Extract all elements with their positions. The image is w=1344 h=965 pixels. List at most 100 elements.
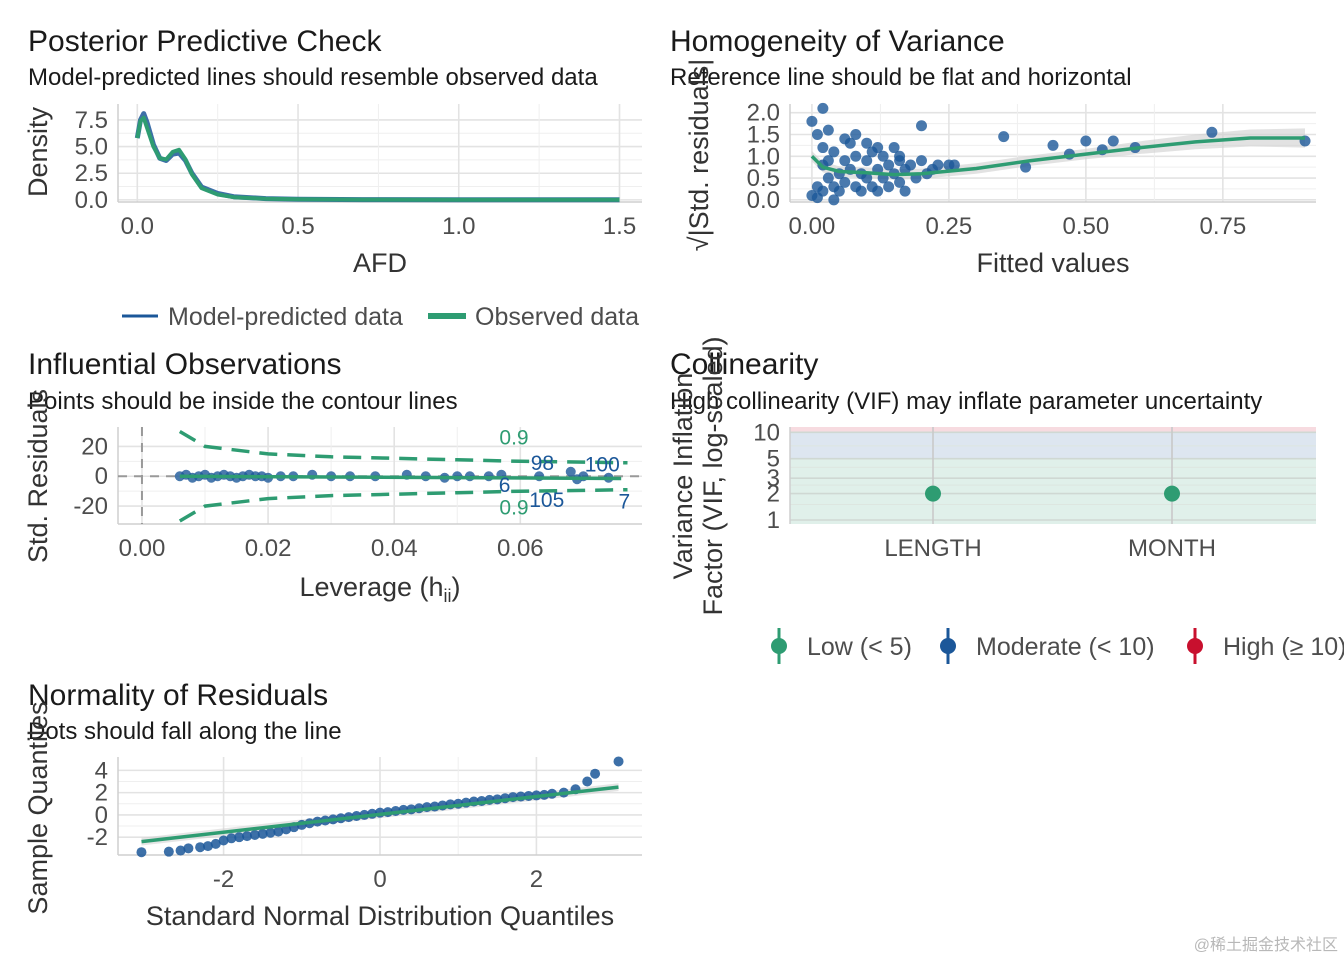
- infl-point-label: 7: [619, 491, 631, 514]
- vif-y-tick-label: 1: [767, 507, 780, 534]
- ppc-title: Posterior Predictive Check: [28, 25, 382, 58]
- hov-point: [894, 176, 906, 188]
- qq-point: [218, 835, 229, 846]
- hov-point: [839, 176, 851, 188]
- qq-point: [582, 776, 593, 787]
- ppc-y-axis-label: Density: [23, 106, 53, 197]
- qq-x-axis-label: Standard Normal Distribution Quantiles: [146, 901, 614, 931]
- legend-key-high-dot: [1187, 638, 1203, 654]
- qq-point: [163, 846, 174, 857]
- hov-point: [822, 155, 834, 167]
- ppc-x-tick-label: 0.5: [281, 213, 314, 240]
- vif-y-tick-label: 5: [767, 446, 780, 473]
- hov-point: [916, 120, 927, 132]
- hov-y-tick-label: 1.5: [747, 121, 780, 148]
- vif-y-axis-label-line1: Variance Inflation: [668, 373, 698, 580]
- infl-y-tick-label: -20: [73, 493, 108, 520]
- watermark: @稀土掘金技术社区: [1194, 936, 1338, 954]
- ppc-x-axis-label: AFD: [353, 248, 407, 278]
- hov-x-tick-label: 0.50: [1063, 213, 1110, 240]
- infl-subtitle: Points should be inside the contour line…: [28, 388, 458, 415]
- qq-point: [273, 826, 284, 837]
- hov-point: [817, 102, 829, 114]
- hov-point: [839, 133, 851, 145]
- hov-point: [855, 185, 867, 197]
- hov-point: [1020, 161, 1032, 173]
- ppc-x-tick-label: 1.5: [603, 213, 636, 240]
- hov-point: [872, 142, 884, 154]
- legend-label-observed: Observed data: [475, 303, 639, 331]
- infl-fit-line: [179, 474, 622, 481]
- hov-point: [861, 137, 873, 149]
- hov-point: [817, 142, 829, 154]
- hov-point: [861, 172, 873, 184]
- infl-x-tick-label: 0.00: [119, 535, 166, 562]
- vif-y-axis-label-line2: Factor (VIF, log-scaled): [698, 336, 728, 615]
- hov-point: [828, 146, 840, 158]
- qq-point: [613, 756, 624, 767]
- hov-point: [948, 159, 960, 171]
- qq-subtitle: Dots should fall along the line: [28, 718, 342, 745]
- hov-point: [850, 150, 862, 162]
- vif-category-label: MONTH: [1128, 535, 1216, 562]
- qq-x-tick-label: -2: [213, 866, 234, 893]
- series-observed-line: [135, 115, 620, 202]
- infl-point-label: 98: [531, 452, 554, 475]
- qq-x-tick-label: 2: [530, 866, 543, 893]
- vif-y-tick-label: 10: [753, 419, 780, 446]
- hov-point: [811, 128, 823, 140]
- vif-category-label: LENGTH: [884, 535, 981, 562]
- vif-y-tick-label: 3: [767, 465, 780, 492]
- hov-point: [998, 131, 1010, 143]
- panel-influential-observations: Influential Observations Points should b…: [23, 348, 642, 606]
- legend-label-moderate: Moderate (< 10): [976, 633, 1155, 661]
- qq-point: [257, 828, 268, 839]
- hov-point: [1206, 126, 1218, 138]
- hov-point: [894, 150, 906, 162]
- hov-y-tick-label: 0.0: [747, 187, 780, 214]
- ppc-x-tick-label: 1.0: [442, 213, 475, 240]
- ppc-y-tick-label: 7.5: [75, 107, 108, 134]
- qq-point: [175, 845, 186, 856]
- infl-point-label: 105: [529, 489, 564, 512]
- infl-plot-area: 0.00 0.02 0.04 0.06 -20 0 20 0.9 0.998 100 6 105 7: [73, 426, 642, 562]
- legend-key-low-dot: [771, 638, 787, 654]
- vif-zone-green: [790, 458, 1316, 524]
- infl-y-axis-label: Std. Residuals: [23, 389, 53, 563]
- infl-x-axis-label: Leverage (hii): [299, 572, 460, 606]
- hov-point: [1107, 135, 1119, 147]
- vif-point-month: [1164, 485, 1180, 502]
- hov-point: [899, 185, 911, 197]
- legend-label-model-predicted: Model-predicted data: [168, 303, 403, 331]
- qq-x-tick-label: 0: [373, 866, 386, 893]
- hov-title: Homogeneity of Variance: [670, 25, 1005, 58]
- hov-y-tick-label: 0.5: [747, 165, 780, 192]
- qq-point: [136, 847, 147, 858]
- qq-point: [265, 827, 276, 838]
- infl-point: [565, 466, 576, 477]
- hov-point: [883, 159, 895, 171]
- qq-point: [242, 831, 253, 842]
- qq-point: [249, 829, 260, 840]
- qq-point: [202, 841, 213, 852]
- ppc-plot-area: 0.0 0.5 1.0 1.50.02.55.07.5: [75, 104, 642, 240]
- qq-point: [590, 768, 601, 779]
- hov-point: [811, 192, 823, 204]
- hov-plot-area: 0.00 0.25 0.50 0.75 0.00.51.01.52.0: [747, 100, 1316, 240]
- vif-point-length: [925, 485, 941, 502]
- hov-point: [806, 115, 818, 127]
- infl-point-label: 100: [585, 453, 620, 476]
- qq-point: [234, 832, 245, 843]
- hov-point: [888, 142, 900, 154]
- infl-contour-label: 0.9: [499, 426, 528, 449]
- vif-legend: Low (< 5) Moderate (< 10) High (≥ 10): [771, 628, 1344, 664]
- hov-point: [850, 128, 862, 140]
- ppc-subtitle: Model-predicted lines should resemble ob…: [28, 64, 598, 91]
- infl-x-tick-label: 0.02: [245, 535, 292, 562]
- infl-point-label: 6: [499, 474, 511, 497]
- hov-point: [822, 124, 834, 136]
- vif-y-tick-label: 2: [767, 481, 780, 508]
- hov-x-axis-label: Fitted values: [976, 248, 1129, 278]
